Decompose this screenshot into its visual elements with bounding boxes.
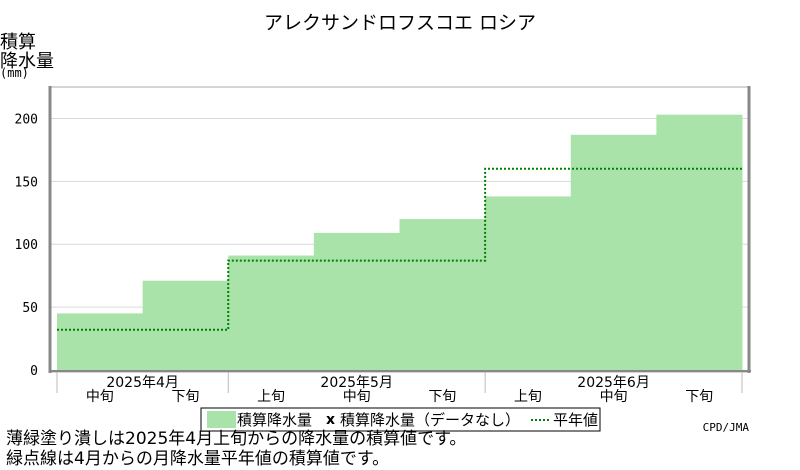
- chart-title: アレクサンドロフスコエ ロシア: [264, 12, 536, 34]
- source-credit: CPD/JMA: [703, 421, 750, 434]
- bar-8: [656, 114, 743, 370]
- x-tick-label: 下旬: [171, 389, 199, 405]
- y-tick-label-0: 0: [30, 364, 38, 379]
- bar-4: [313, 232, 400, 370]
- y-tick-label-200: 200: [15, 112, 38, 127]
- legend-label-accum: 積算降水量: [237, 411, 312, 429]
- x-tick-label: 中旬: [343, 389, 371, 405]
- x-month-label: 2025年4月: [106, 375, 179, 391]
- y-tick-label-100: 100: [15, 238, 38, 253]
- footnote-1: 薄緑塗り潰しは2025年4月上旬からの降水量の積算値です。: [6, 429, 467, 449]
- x-tick-label: 下旬: [685, 389, 713, 405]
- legend-marker-nodata: x: [326, 412, 335, 428]
- bar-7: [570, 134, 657, 370]
- x-tick-label: 上旬: [257, 389, 285, 405]
- bar-6: [485, 196, 572, 370]
- bar-2: [142, 280, 229, 370]
- x-tick-label: 中旬: [86, 389, 114, 405]
- legend-box: [200, 407, 601, 432]
- bar-1: [57, 313, 144, 370]
- bar-3: [228, 255, 315, 370]
- y-tick-label-150: 150: [15, 175, 38, 190]
- x-tick-label: 上旬: [514, 389, 542, 405]
- y-axis-label-line1: 積算: [0, 32, 36, 53]
- x-tick-label: 中旬: [600, 389, 628, 405]
- y-axis-label-line2: 降水量: [0, 51, 54, 72]
- y-tick-label-50: 50: [22, 301, 38, 316]
- x-month-label: 2025年6月: [577, 375, 650, 391]
- bar-5: [399, 219, 486, 370]
- bars: [57, 114, 743, 370]
- legend-label-normal: 平年値: [553, 411, 598, 429]
- legend-swatch-accum: [207, 411, 236, 428]
- x-month-label: 2025年5月: [320, 375, 393, 391]
- legend-label-nodata: 積算降水量（データなし）: [340, 411, 520, 429]
- y-tick-labels: 0 50 100 150 200: [15, 112, 38, 379]
- y-axis-label-unit: (mm): [0, 66, 29, 80]
- legend: 積算降水量 x 積算降水量（データなし） 平年値: [200, 407, 601, 432]
- x-tick-label: 下旬: [428, 389, 456, 405]
- footnote-2: 緑点線は4月からの月降水量平年値の積算値です。: [6, 449, 390, 469]
